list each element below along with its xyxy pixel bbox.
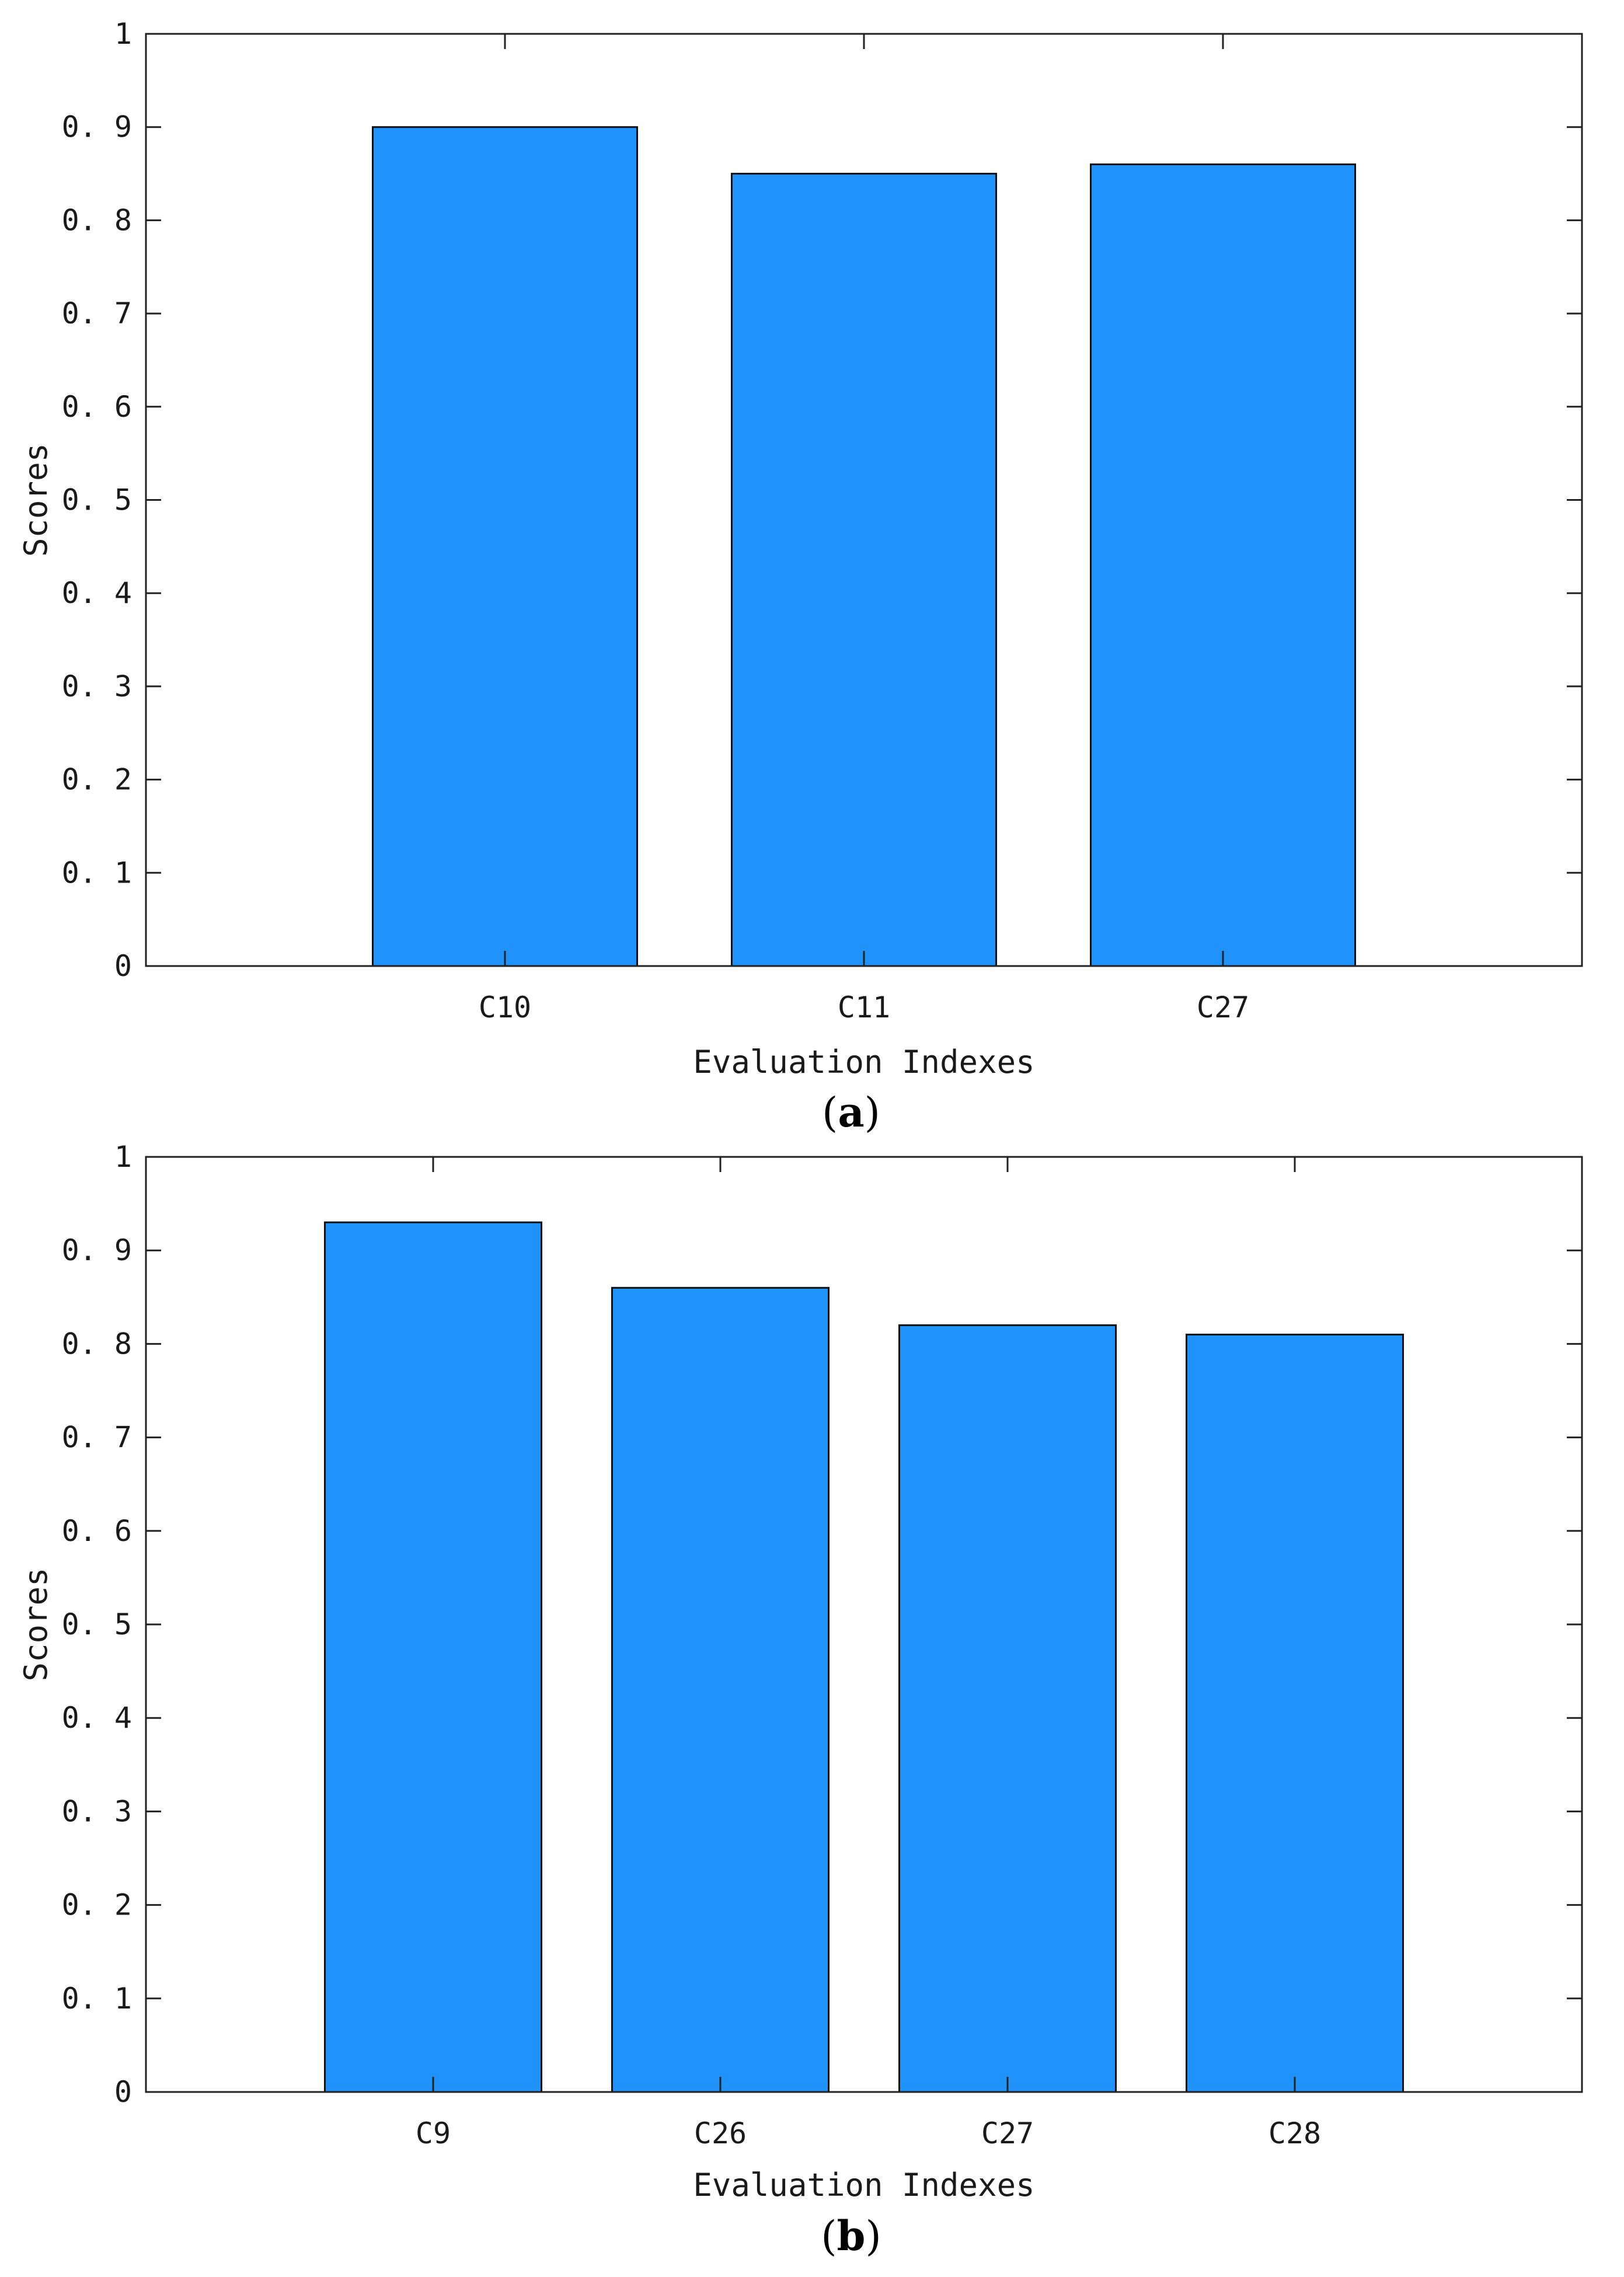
x-axis-label: Evaluation Indexes xyxy=(693,2167,1034,2203)
y-tick-label: 0. 3 xyxy=(62,669,132,703)
y-tick-label: 0. 3 xyxy=(62,1794,132,1828)
y-tick-label: 0. 6 xyxy=(62,390,132,424)
y-tick-label: 0. 5 xyxy=(62,483,132,517)
y-tick-label: 0. 1 xyxy=(62,856,132,890)
y-tick-label: 0 xyxy=(114,949,132,983)
y-tick-label: 1 xyxy=(114,17,132,51)
y-tick-label: 0. 9 xyxy=(62,1233,132,1267)
x-tick-label: C10 xyxy=(479,991,531,1024)
y-axis-label: Scores xyxy=(18,1567,54,1681)
x-tick-label: C27 xyxy=(1197,991,1249,1024)
chart-panel-b: 0 0. 1 0. 2 0. 3 0. 4 0. 5 0. 6 0. 7 0. 8 0. 9 1 C9… xyxy=(18,1140,1583,2260)
y-tick-label: 0. 6 xyxy=(62,1514,132,1548)
panel-caption-close: ) xyxy=(865,1089,880,1136)
chart-panel-a: 0 0. 1 0. 2 0. 3 0. 4 0. 5 0. 6 0. 7 0. 8 0. 9 1 C1… xyxy=(18,17,1583,1136)
bar-C9 xyxy=(324,1221,542,2093)
x-tick-label: C11 xyxy=(838,991,890,1024)
bar-C27 xyxy=(1090,163,1356,967)
panel-caption: (a) xyxy=(822,1088,880,1136)
panel-caption-letter: a xyxy=(838,1088,864,1136)
x-tick-label: C26 xyxy=(694,2116,747,2150)
y-tick-label: 0. 4 xyxy=(62,576,132,610)
bar-C27 xyxy=(898,1324,1117,2093)
x-tick-label: C9 xyxy=(416,2116,451,2150)
y-tick-label: 0. 2 xyxy=(62,763,132,797)
y-tick-label: 0. 7 xyxy=(62,1421,132,1455)
y-tick-label: 1 xyxy=(114,1140,132,1174)
y-tick-label: 0. 7 xyxy=(62,297,132,330)
panel-caption-close: ) xyxy=(865,2212,881,2260)
bar-C26 xyxy=(611,1286,830,2093)
bar-C28 xyxy=(1186,1333,1404,2093)
bar-C10 xyxy=(372,126,638,967)
y-tick-label: 0. 5 xyxy=(62,1608,132,1641)
x-tick-label: C28 xyxy=(1268,2116,1321,2150)
y-tick-label: 0 xyxy=(114,2075,132,2109)
panel-caption-letter: b xyxy=(837,2212,866,2260)
x-tick-label: C27 xyxy=(981,2116,1034,2150)
bar-C11 xyxy=(731,173,997,967)
y-tick-label: 0. 8 xyxy=(62,203,132,237)
y-axis-label: Scores xyxy=(18,443,54,557)
y-tick-label: 0. 2 xyxy=(62,1888,132,1922)
x-axis-label: Evaluation Indexes xyxy=(693,1044,1034,1080)
y-tick-label: 0. 1 xyxy=(62,1982,132,2016)
panel-caption: (b) xyxy=(821,2212,881,2260)
y-tick-label: 0. 9 xyxy=(62,110,132,144)
y-tick-label: 0. 8 xyxy=(62,1327,132,1361)
panel-caption-open: ( xyxy=(821,2212,837,2260)
panel-caption-open: ( xyxy=(822,1089,838,1136)
y-tick-label: 0. 4 xyxy=(62,1701,132,1735)
